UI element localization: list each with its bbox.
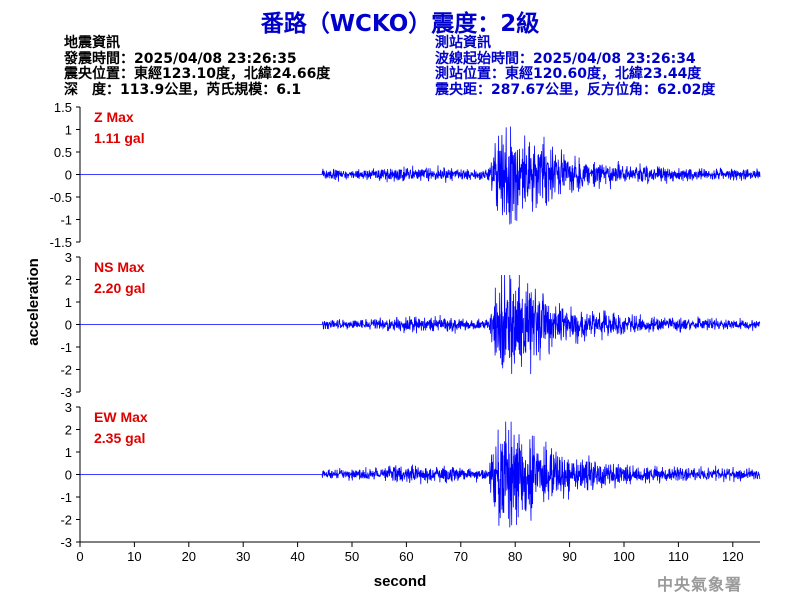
x-tick-label: 100 <box>613 549 635 564</box>
waveform-ew <box>80 421 761 528</box>
page-title: 番路（WCKO）震度：2級 <box>260 11 540 37</box>
depth-magnitude: 深 度：113.9公里，芮氏規模：6.1 <box>64 81 302 98</box>
y-tick-label-ns: 3 <box>65 250 72 265</box>
agency-watermark: 中央氣象署 <box>657 575 743 594</box>
waveform-z <box>80 126 761 225</box>
x-tick-label: 80 <box>508 549 522 564</box>
y-tick-label-ew: -1 <box>60 490 72 505</box>
distance-azimuth: 震央距：287.67公里，反方位角：62.02度 <box>435 81 716 98</box>
x-tick-label: 60 <box>399 549 413 564</box>
y-tick-label-z: 1 <box>65 123 72 138</box>
y-tick-label-ew: 3 <box>65 400 72 415</box>
max-value-ew: 2.35 gal <box>94 430 145 446</box>
y-tick-label-z: 0.5 <box>54 145 72 160</box>
station-location: 測站位置：東經120.60度，北緯23.44度 <box>435 66 702 82</box>
y-tick-label-ns: -3 <box>60 385 72 400</box>
epicenter: 震央位置：東經123.10度，北緯24.66度 <box>64 66 331 82</box>
x-tick-label: 120 <box>722 549 744 564</box>
max-value-ns: 2.20 gal <box>94 280 145 296</box>
origin-time: 發震時間：2025/04/08 23:26:35 <box>64 50 297 67</box>
x-tick-label: 110 <box>668 549 689 564</box>
max-label-z: Z Max <box>94 109 134 125</box>
y-tick-label-z: 0 <box>65 168 72 183</box>
y-tick-label-z: -1 <box>60 213 72 228</box>
y-tick-label-ns: 0 <box>65 318 72 333</box>
max-label-ew: EW Max <box>94 409 148 425</box>
y-tick-label-ew: 1 <box>65 445 72 460</box>
x-tick-label: 70 <box>454 549 468 564</box>
y-tick-label-ew: -3 <box>60 535 72 550</box>
max-label-ns: NS Max <box>94 259 145 275</box>
x-tick-label: 20 <box>182 549 196 564</box>
station-info: 測站資訊 波線起始時間：2025/04/08 23:26:34 測站位置：東經1… <box>435 35 716 98</box>
y-axis-label: acceleration <box>25 258 42 346</box>
y-tick-label-ew: -2 <box>60 513 72 528</box>
station-info-heading: 測站資訊 <box>435 35 491 51</box>
x-tick-label: 40 <box>290 549 304 564</box>
y-tick-label-z: 1.5 <box>54 100 72 115</box>
max-value-z: 1.11 gal <box>94 130 145 146</box>
x-tick-label: 10 <box>127 549 141 564</box>
earthquake-info: 地震資訊 發震時間：2025/04/08 23:26:35 震央位置：東經123… <box>64 35 331 98</box>
y-tick-label-z: -1.5 <box>50 235 72 250</box>
x-tick-label: 0 <box>76 549 83 564</box>
y-tick-label-ew: 2 <box>65 423 72 438</box>
y-tick-label-ns: 2 <box>65 273 72 288</box>
x-axis-label: second <box>374 573 427 590</box>
waveform-ns <box>80 274 761 375</box>
earthquake-info-heading: 地震資訊 <box>64 35 120 51</box>
wave-start-time: 波線起始時間：2025/04/08 23:26:34 <box>435 50 696 67</box>
x-tick-label: 50 <box>345 549 359 564</box>
y-tick-label-ew: 0 <box>65 468 72 483</box>
y-tick-label-ns: -2 <box>60 363 72 378</box>
y-tick-label-ns: 1 <box>65 295 72 310</box>
y-tick-label-ns: -1 <box>60 340 72 355</box>
x-tick-label: 90 <box>562 549 576 564</box>
x-tick-label: 30 <box>236 549 250 564</box>
y-tick-label-z: -0.5 <box>50 190 72 205</box>
